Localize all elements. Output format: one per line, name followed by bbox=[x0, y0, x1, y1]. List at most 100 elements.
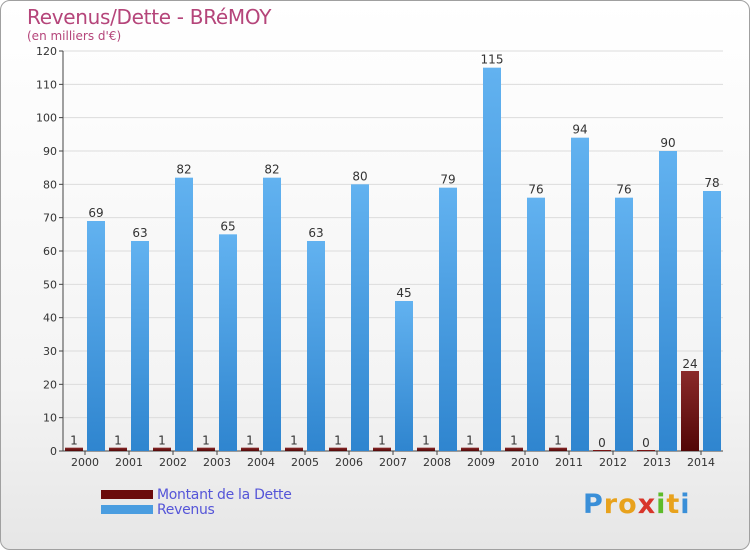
y-tick-label: 90 bbox=[43, 145, 57, 158]
x-tick-label: 2009 bbox=[467, 456, 495, 469]
logo-letter: r bbox=[603, 489, 619, 520]
x-tick-label: 2011 bbox=[555, 456, 583, 469]
bar-revenus bbox=[615, 197, 633, 451]
data-label-dette: 1 bbox=[422, 434, 430, 448]
x-tick-label: 2003 bbox=[203, 456, 231, 469]
legend-swatch-dette bbox=[101, 490, 153, 499]
y-tick-label: 50 bbox=[43, 278, 57, 291]
logo-letter: i bbox=[680, 489, 691, 520]
bar-revenus bbox=[439, 187, 457, 451]
legend-item-revenus: Revenus bbox=[101, 501, 292, 518]
data-label-revenus: 63 bbox=[308, 226, 323, 240]
bar-revenus bbox=[483, 67, 501, 452]
x-tick-label: 2008 bbox=[423, 456, 451, 469]
data-label-revenus: 65 bbox=[220, 219, 235, 233]
logo-letter: i bbox=[656, 489, 667, 520]
x-tick-label: 2013 bbox=[643, 456, 671, 469]
data-label-dette: 1 bbox=[378, 434, 386, 448]
data-label-dette: 1 bbox=[246, 434, 254, 448]
y-tick-label: 20 bbox=[43, 378, 57, 391]
bar-revenus bbox=[87, 221, 105, 451]
data-label-dette: 24 bbox=[682, 357, 697, 371]
data-label-revenus: 76 bbox=[616, 183, 631, 197]
x-tick-label: 2012 bbox=[599, 456, 627, 469]
x-tick-label: 2000 bbox=[71, 456, 99, 469]
legend-item-dette: Montant de la Dette bbox=[101, 486, 292, 503]
bar-dette bbox=[637, 450, 655, 451]
y-tick-label: 10 bbox=[43, 412, 57, 425]
y-tick-label: 40 bbox=[43, 312, 57, 325]
bar-revenus bbox=[571, 137, 589, 451]
y-tick-label: 30 bbox=[43, 345, 57, 358]
proxiti-logo: Proxiti bbox=[583, 489, 691, 520]
data-label-revenus: 63 bbox=[132, 226, 147, 240]
bar-dette bbox=[505, 447, 523, 451]
x-tick-label: 2014 bbox=[687, 456, 715, 469]
x-tick-label: 2007 bbox=[379, 456, 407, 469]
bar-revenus bbox=[351, 184, 369, 452]
bar-dette bbox=[329, 447, 347, 451]
bar-dette bbox=[373, 447, 391, 451]
y-tick-label: 70 bbox=[43, 212, 57, 225]
data-label-revenus: 76 bbox=[528, 183, 543, 197]
logo-letter: x bbox=[637, 489, 657, 520]
logo-letter: P bbox=[583, 489, 604, 520]
data-label-revenus: 90 bbox=[660, 136, 675, 150]
data-label-dette: 1 bbox=[114, 434, 122, 448]
chart-subtitle: (en milliers d'€) bbox=[27, 29, 122, 43]
data-label-revenus: 80 bbox=[352, 169, 367, 183]
bar-revenus bbox=[395, 301, 413, 451]
x-tick-label: 2001 bbox=[115, 456, 143, 469]
y-tick-label: 100 bbox=[36, 112, 57, 125]
bar-dette bbox=[241, 447, 259, 451]
data-label-dette: 1 bbox=[334, 434, 342, 448]
data-label-dette: 0 bbox=[642, 436, 650, 450]
x-tick-label: 2005 bbox=[291, 456, 319, 469]
data-label-dette: 1 bbox=[290, 434, 298, 448]
data-label-dette: 1 bbox=[466, 434, 474, 448]
bar-revenus bbox=[175, 177, 193, 451]
bar-dette bbox=[681, 371, 699, 451]
chart-title: Revenus/Dette - BRéMOY bbox=[27, 5, 272, 29]
bar-dette bbox=[593, 450, 611, 451]
bar-dette bbox=[65, 447, 83, 451]
data-label-revenus: 94 bbox=[572, 123, 587, 137]
bar-dette bbox=[549, 447, 567, 451]
bar-revenus bbox=[659, 151, 677, 451]
logo-letter: o bbox=[618, 489, 638, 520]
x-tick-label: 2002 bbox=[159, 456, 187, 469]
bar-revenus bbox=[307, 241, 325, 451]
legend-label-revenus: Revenus bbox=[157, 501, 215, 518]
data-label-dette: 1 bbox=[510, 434, 518, 448]
legend: Montant de la Dette Revenus bbox=[101, 486, 292, 518]
data-label-revenus: 45 bbox=[396, 286, 411, 300]
bar-revenus bbox=[219, 234, 237, 451]
data-label-revenus: 82 bbox=[176, 163, 191, 177]
data-label-dette: 1 bbox=[70, 434, 78, 448]
y-tick-label: 120 bbox=[36, 45, 57, 58]
bar-dette bbox=[461, 447, 479, 451]
x-tick-label: 2004 bbox=[247, 456, 275, 469]
y-tick-label: 80 bbox=[43, 178, 57, 191]
data-label-revenus: 79 bbox=[440, 173, 455, 187]
bar-dette bbox=[153, 447, 171, 451]
bar-revenus bbox=[263, 177, 281, 451]
x-tick-label: 2006 bbox=[335, 456, 363, 469]
bar-revenus bbox=[131, 241, 149, 451]
bar-dette bbox=[417, 447, 435, 451]
bar-dette bbox=[109, 447, 127, 451]
logo-letter: t bbox=[666, 489, 681, 520]
data-label-revenus: 82 bbox=[264, 163, 279, 177]
y-tick-label: 60 bbox=[43, 245, 57, 258]
legend-swatch-revenus bbox=[101, 505, 153, 514]
data-label-dette: 1 bbox=[202, 434, 210, 448]
x-tick-label: 2010 bbox=[511, 456, 539, 469]
data-label-revenus: 69 bbox=[88, 206, 103, 220]
data-label-revenus: 115 bbox=[481, 53, 504, 67]
data-label-dette: 1 bbox=[158, 434, 166, 448]
legend-label-dette: Montant de la Dette bbox=[157, 486, 292, 503]
data-label-dette: 0 bbox=[598, 436, 606, 450]
y-tick-label: 0 bbox=[50, 445, 57, 458]
